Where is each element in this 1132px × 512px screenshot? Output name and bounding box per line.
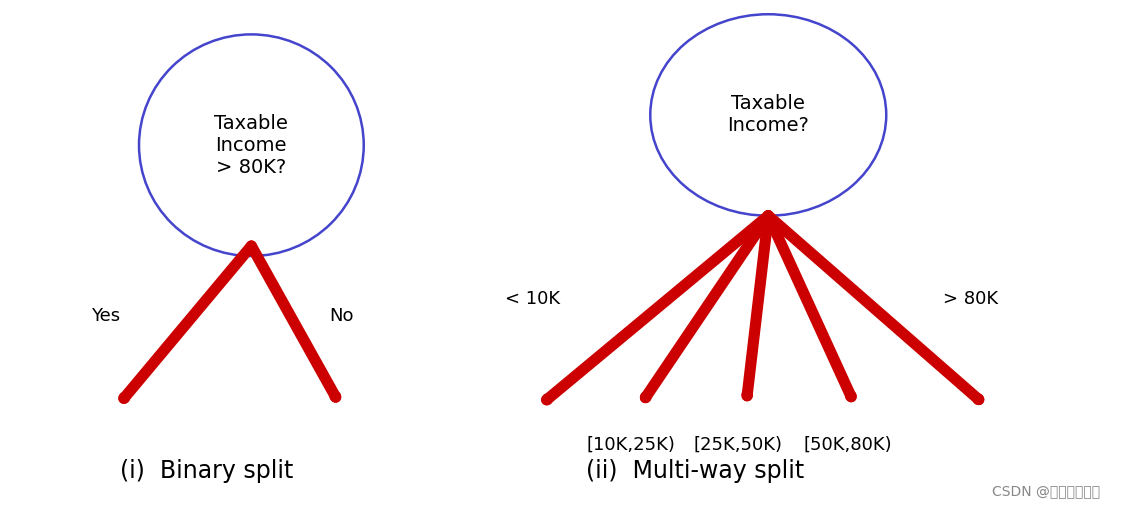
Text: (i)  Binary split: (i) Binary split [120, 459, 293, 483]
Text: [10K,25K): [10K,25K) [586, 436, 676, 454]
Text: (ii)  Multi-way split: (ii) Multi-way split [586, 459, 805, 483]
Text: Taxable
Income
> 80K?: Taxable Income > 80K? [214, 114, 289, 177]
Text: CSDN @大白要努力啊: CSDN @大白要努力啊 [992, 484, 1100, 498]
Ellipse shape [139, 34, 363, 256]
Text: Yes: Yes [91, 307, 120, 326]
Text: Taxable
Income?: Taxable Income? [728, 95, 809, 136]
Text: [50K,80K): [50K,80K) [804, 436, 892, 454]
Text: < 10K: < 10K [505, 290, 560, 308]
Text: > 80K: > 80K [943, 290, 998, 308]
Ellipse shape [650, 14, 886, 216]
Text: No: No [329, 307, 353, 326]
Text: [25K,50K): [25K,50K) [694, 436, 782, 454]
